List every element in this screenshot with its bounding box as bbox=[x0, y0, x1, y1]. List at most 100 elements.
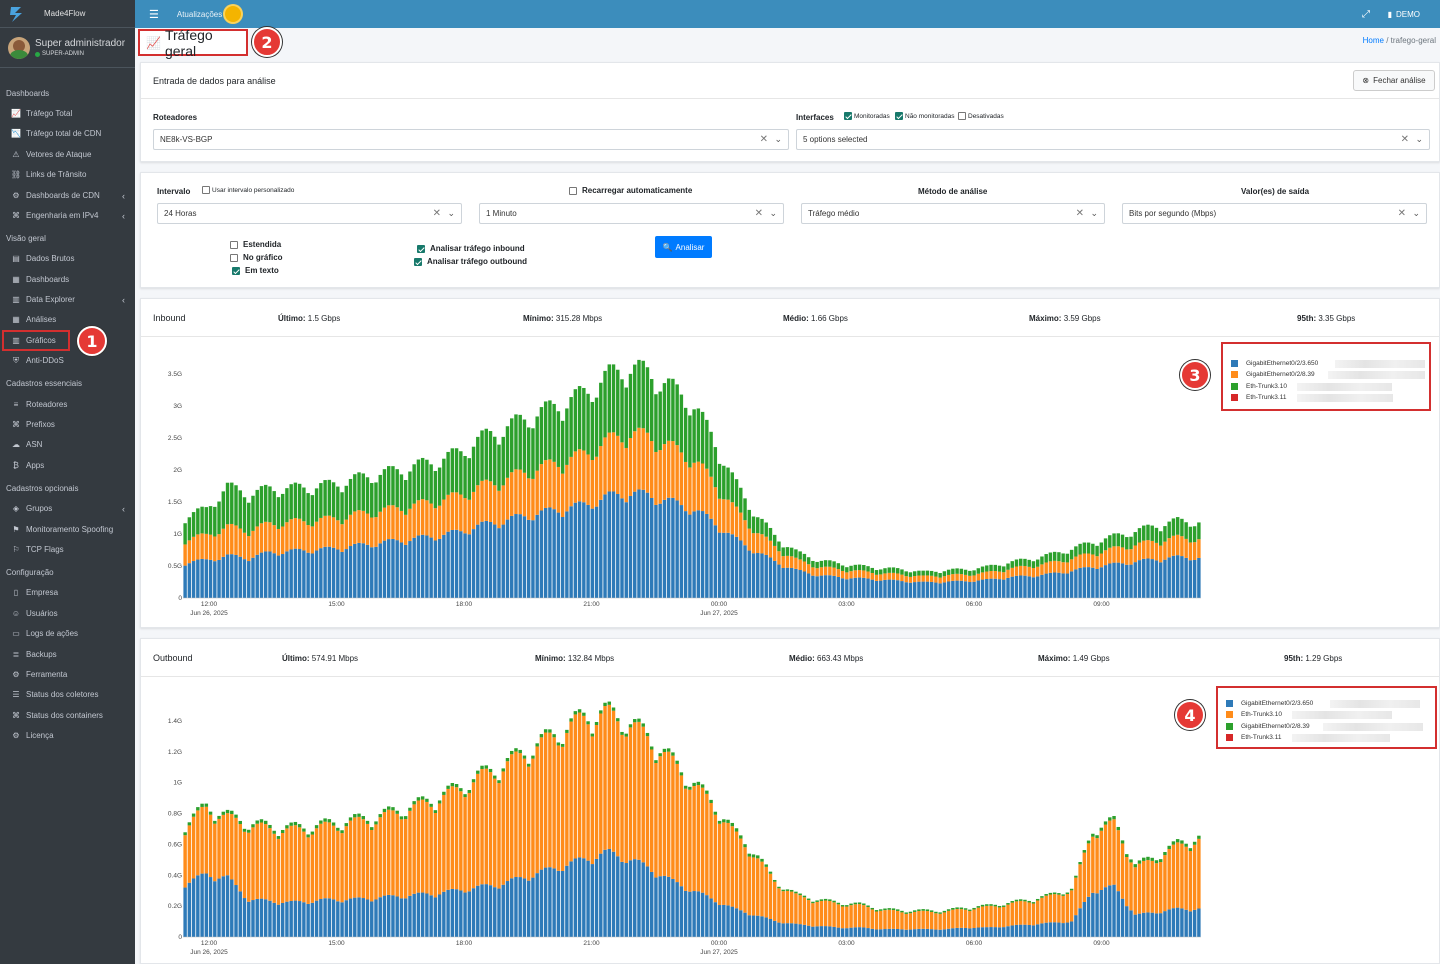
sidebar-item-engenharia-em-ipv4[interactable]: ⌘ Engenharia em IPv4 ‹ bbox=[4, 207, 131, 224]
routers-select[interactable]: NE8k-VS-BGP ✕ ⌄ bbox=[153, 129, 789, 150]
inbound-checkbox[interactable]: Analisar tráfego inbound bbox=[417, 244, 525, 253]
outbound-checkbox[interactable]: Analisar tráfego outbound bbox=[414, 257, 527, 266]
sidebar-item-tr-fego-total[interactable]: 📈 Tráfego Total bbox=[4, 105, 131, 122]
checkbox-empty-icon[interactable] bbox=[569, 186, 577, 195]
sidebar-item-anti-ddos[interactable]: ⛨ Anti-DDoS bbox=[4, 352, 131, 369]
output-select[interactable]: Bits por segundo (Mbps) ✕ ⌄ bbox=[1122, 203, 1427, 224]
checkbox-checked-icon[interactable] bbox=[414, 257, 422, 266]
clear-icon[interactable]: ✕ bbox=[1397, 208, 1406, 219]
sidebar-item-licen-a[interactable]: ⚙ Licença bbox=[4, 727, 131, 744]
chart-bar bbox=[675, 882, 679, 937]
sidebar-item-apps[interactable]: ₿ Apps bbox=[4, 457, 131, 474]
close-analysis-button[interactable]: ⊗ Fechar análise bbox=[1353, 70, 1435, 91]
checkbox-checked-icon[interactable] bbox=[232, 266, 240, 275]
chart-bar bbox=[1010, 901, 1014, 903]
checkbox-checked-icon[interactable] bbox=[417, 244, 425, 253]
legend-item[interactable]: Eth-Trunk3.11 bbox=[1226, 732, 1281, 743]
clear-icon[interactable]: ✕ bbox=[754, 208, 763, 219]
chart-bar bbox=[599, 382, 603, 447]
legend-item[interactable]: GigabitEthernet0/2/3.650 bbox=[1231, 358, 1318, 369]
not-monitored-checkbox[interactable]: Não monitoradas bbox=[895, 112, 955, 120]
clear-icon[interactable]: ✕ bbox=[1400, 134, 1409, 145]
sidebar-item-dashboards-de-cdn[interactable]: ⚙ Dashboards de CDN ‹ bbox=[4, 187, 131, 204]
legend-item[interactable]: GigabitEthernet0/2/3.650 bbox=[1226, 698, 1313, 709]
clear-icon[interactable]: ✕ bbox=[759, 134, 768, 145]
user-panel[interactable]: Super administrador SUPER-ADMIN bbox=[0, 28, 135, 68]
legend-item[interactable]: GigabitEthernet0/2/8.39 bbox=[1231, 369, 1315, 380]
legend-item[interactable]: GigabitEthernet0/2/8.39 bbox=[1226, 721, 1310, 732]
x-tick-label: 06:00 bbox=[966, 940, 983, 947]
sidebar-item-grupos[interactable]: ◈ Grupos ‹ bbox=[4, 500, 131, 517]
checkbox-empty-icon[interactable] bbox=[202, 186, 210, 194]
sidebar-item-tcp-flags[interactable]: ⚐ TCP Flags bbox=[4, 541, 131, 558]
chevron-down-icon[interactable]: ⌄ bbox=[774, 134, 782, 144]
interval-select[interactable]: 24 Horas ✕ ⌄ bbox=[157, 203, 462, 224]
chart-bar bbox=[450, 492, 455, 530]
sidebar-item-label: Prefixos bbox=[26, 420, 55, 429]
chevron-down-icon[interactable]: ⌄ bbox=[447, 208, 455, 218]
chevron-down-icon[interactable]: ⌄ bbox=[1412, 208, 1420, 218]
in-text-checkbox[interactable]: Em texto bbox=[232, 266, 279, 275]
sidebar-item-links-de-tr-nsito[interactable]: ⛓ Links de Trânsito bbox=[4, 166, 131, 183]
checkbox-checked-icon[interactable] bbox=[895, 112, 903, 120]
sidebar-item-backups[interactable]: ≣ Backups bbox=[4, 646, 131, 663]
updates-link[interactable]: Atualizações bbox=[177, 6, 242, 22]
interfaces-select[interactable]: 5 options selected ✕ ⌄ bbox=[796, 129, 1430, 150]
sidebar-item-roteadores[interactable]: ≡ Roteadores bbox=[4, 396, 131, 413]
chart-bar bbox=[1057, 572, 1061, 598]
monitored-checkbox[interactable]: Monitoradas bbox=[844, 112, 890, 120]
breadcrumb-home[interactable]: Home bbox=[1362, 36, 1384, 45]
chart-bar bbox=[374, 821, 378, 825]
chevron-down-icon[interactable]: ⌄ bbox=[1415, 134, 1423, 144]
sidebar-item-tr-fego-total-de-cdn[interactable]: 📉 Tráfego total de CDN bbox=[4, 125, 131, 142]
analyze-button[interactable]: 🔍 Analisar bbox=[655, 236, 712, 258]
sidebar-item-empresa[interactable]: ▯ Empresa bbox=[4, 584, 131, 601]
sidebar-item-usu-rios[interactable]: ☺ Usuários bbox=[4, 605, 131, 622]
sidebar-item-vetores-de-ataque[interactable]: ⚠ Vetores de Ataque bbox=[4, 146, 131, 163]
legend-item[interactable]: Eth-Trunk3.10 bbox=[1231, 381, 1287, 392]
legend-item[interactable]: Eth-Trunk3.11 bbox=[1231, 392, 1286, 403]
chevron-down-icon[interactable]: ⌄ bbox=[769, 208, 777, 218]
sidebar-item-prefixos[interactable]: ⌘ Prefixos bbox=[4, 416, 131, 433]
chart-bar bbox=[976, 573, 981, 581]
method-select[interactable]: Tráfego médio ✕ ⌄ bbox=[801, 203, 1105, 224]
sidebar-item-dashboards[interactable]: ▦ Dashboards bbox=[4, 271, 131, 288]
sidebar-item-data-explorer[interactable]: ▥ Data Explorer ‹ bbox=[4, 291, 131, 308]
chart-bar bbox=[891, 567, 896, 573]
callout-badge-1: 1 bbox=[77, 326, 107, 356]
reload-checkbox[interactable]: Recarregar automaticamente bbox=[569, 186, 692, 195]
chart-bar bbox=[191, 512, 196, 537]
sidebar-item-ferramenta[interactable]: ⚙ Ferramenta bbox=[4, 666, 131, 683]
sidebar-item-asn[interactable]: ☁ ASN bbox=[4, 436, 131, 453]
chart-bar bbox=[420, 534, 425, 598]
in-chart-checkbox[interactable]: No gráfico bbox=[230, 253, 283, 262]
custom-interval-checkbox[interactable]: Usar intervalo personalizado bbox=[202, 186, 294, 194]
extended-checkbox[interactable]: Estendida bbox=[230, 240, 281, 249]
checkbox-empty-icon[interactable] bbox=[230, 240, 238, 249]
checkbox-checked-icon[interactable] bbox=[844, 112, 852, 120]
sidebar-item-status-dos-coletores[interactable]: ☰ Status dos coletores bbox=[4, 686, 131, 703]
chart-bar bbox=[501, 485, 505, 525]
sidebar-item-gr-ficos[interactable]: ▥ Gráficos bbox=[2, 330, 70, 351]
checkbox-empty-icon[interactable] bbox=[230, 253, 238, 262]
chevron-down-icon[interactable]: ⌄ bbox=[1090, 208, 1098, 218]
sidebar-item-status-dos-containers[interactable]: ⌘ Status dos containers bbox=[4, 707, 131, 724]
fullscreen-icon[interactable]: ⤢ bbox=[1362, 8, 1370, 20]
clear-icon[interactable]: ✕ bbox=[432, 208, 441, 219]
sidebar-item-label: Tráfego Total bbox=[26, 109, 73, 118]
reload-select[interactable]: 1 Minuto ✕ ⌄ bbox=[479, 203, 784, 224]
chart-bar bbox=[331, 547, 336, 598]
disabled-checkbox[interactable]: Desativadas bbox=[958, 112, 1004, 120]
sidebar-item-an-lises[interactable]: ▦ Análises bbox=[4, 311, 131, 328]
menu-toggle-icon[interactable]: ☰ bbox=[149, 8, 159, 21]
sidebar-item-logs-de-a-es[interactable]: ▭ Logs de ações bbox=[4, 625, 131, 642]
clear-icon[interactable]: ✕ bbox=[1075, 208, 1084, 219]
sidebar-item-monitoramento-spoofing[interactable]: ⚑ Monitoramento Spoofing bbox=[4, 521, 131, 538]
chart-bar bbox=[802, 571, 807, 598]
checkbox-empty-icon[interactable] bbox=[958, 112, 966, 120]
legend-item[interactable]: Eth-Trunk3.10 bbox=[1226, 709, 1282, 720]
account-menu[interactable]: ▮ DEMO bbox=[1388, 10, 1420, 19]
chart-bar bbox=[700, 411, 705, 464]
sidebar-item-dados-brutos[interactable]: ▤ Dados Brutos bbox=[4, 250, 131, 267]
brand[interactable]: Made4Flow bbox=[0, 0, 135, 28]
